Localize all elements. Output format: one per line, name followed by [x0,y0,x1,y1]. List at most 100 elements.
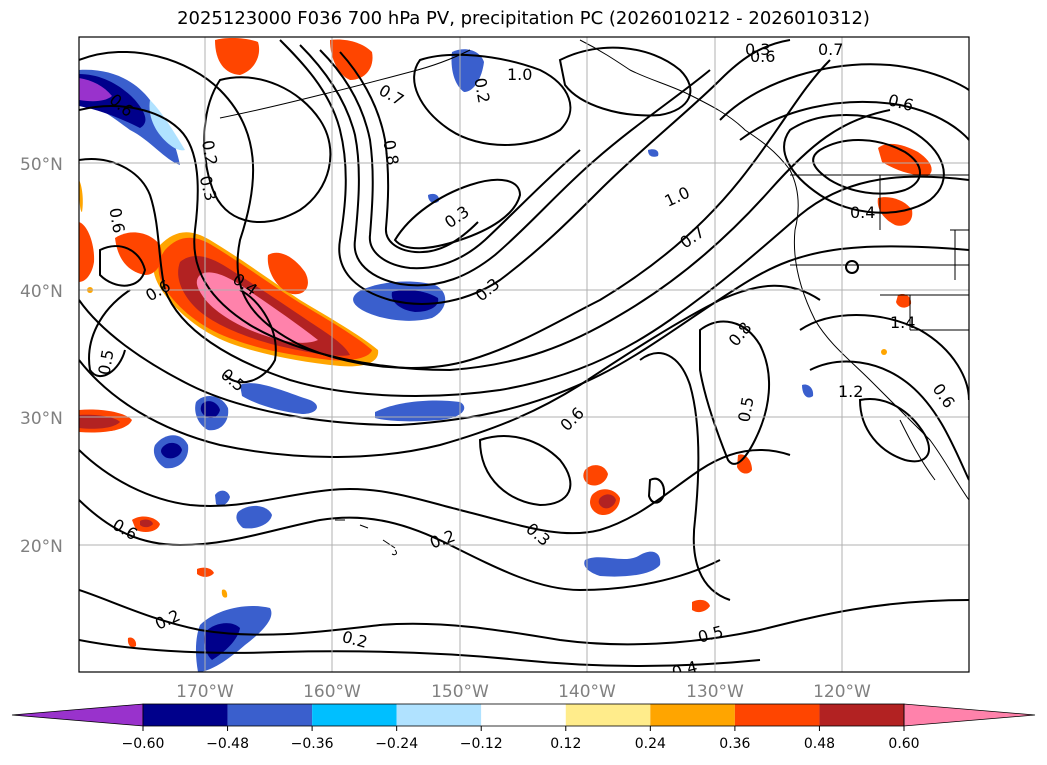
precip-negative-area [149,100,185,151]
colorbar-extend-min [11,703,144,727]
colorbar-segment [650,704,735,726]
pv-contour [79,284,821,458]
pv-contour [413,53,572,146]
precip-negative-area [236,505,272,529]
lat-label: 40°N [20,282,63,302]
colorbar-tick-label: 0.48 [804,736,835,752]
contour-label: 1.4 [890,313,915,332]
colorbar-tick-label: 0.36 [719,736,750,752]
pv-contour [639,352,731,601]
pv-contour [79,105,891,372]
precip-positive-area [896,294,912,308]
precip-negative-area [200,401,220,418]
hawaii-islands [335,519,397,556]
pv-contour [719,63,969,121]
precip-positive-area [330,39,373,80]
colorbar-segment [481,704,566,726]
plot-area [79,37,969,672]
precip-negative-area [802,384,814,398]
colorbar-segment [396,704,482,726]
pv-contour [809,360,969,481]
precip-positive-area [221,589,228,598]
colorbar-tick-label: 0.12 [550,736,581,752]
contour-label: 0.6 [750,47,775,66]
contour-label: 0.3 [745,40,770,59]
colorbar-tick-label: −0.24 [375,736,418,752]
pv-contour [79,589,969,646]
lat-label: 50°N [20,155,63,175]
pv-contour [299,44,711,287]
precip-negative-area [161,442,182,459]
pv-contour [88,289,131,378]
contour-label: 0.6 [105,206,128,234]
colorbar-segment [565,704,651,726]
colorbar-segment [143,704,228,726]
lon-label: 170°W [176,682,234,702]
contour-label: 0.8 [379,138,402,166]
colorbar: −0.60 −0.48 −0.36 −0.24 −0.12 0.12 0.24 0.36 0.4… [11,703,1036,752]
alaska-coastline [579,39,799,231]
pv-contour [647,477,666,504]
colorbar-tick-label: −0.36 [291,736,334,752]
colorbar-segment [819,704,904,726]
us-west-coast [793,229,969,501]
coastlines [219,39,969,556]
lon-label: 120°W [813,682,871,702]
colorbar-tick-label: 0.24 [635,736,666,752]
contour-label: 0.2 [470,76,493,104]
precip-negative-area [584,551,661,577]
pv-contour [79,245,969,427]
contour-label: 1.0 [507,65,532,84]
plot-frame [78,36,970,673]
map-title: 2025123000 F036 700 hPa PV, precipitatio… [177,8,870,29]
pv-contour [739,100,969,141]
precip-positive-area [881,349,887,355]
precip-positive-area [583,465,608,486]
precip-positive-area [737,454,752,474]
lat-label: 20°N [20,537,63,557]
lon-label: 140°W [558,682,616,702]
longitude-labels: 170°W 160°W 150°W 140°W 130°W 120°W [176,682,871,702]
pv-contour [858,398,930,463]
pv-contours [79,39,969,667]
baja-coast [899,419,936,481]
pv-contour [393,178,522,250]
pv-contour [339,51,479,254]
contour-label: 1.2 [838,382,863,401]
pv-contour [478,435,572,507]
pv-contour [79,639,761,667]
aleutian-islands [219,49,471,119]
pv-contour [79,158,969,397]
precip-negative-area [375,400,465,422]
precip-negative-area [240,383,317,414]
pv-contour [699,320,770,465]
precip-negative-area [391,290,439,312]
lon-label: 130°W [686,682,744,702]
precip-positive-area [267,252,308,295]
precip-positive-area [598,494,616,509]
colorbar-tick-label: −0.60 [122,736,165,752]
pv-contour [279,39,791,305]
contour-label: 0.2 [198,139,221,167]
lat-label: 30°N [20,409,63,429]
colorbar-outline [142,703,905,727]
colorbar-tick-label: −0.48 [206,736,249,752]
pv-contour [845,260,859,274]
colorbar-tick-label: 0.60 [888,736,919,752]
lon-label: 150°W [431,682,489,702]
colorbar-tick-label: −0.12 [460,736,503,752]
pv-contour [224,289,277,384]
precip-positive-area [127,637,137,648]
precip-positive-area [215,37,260,75]
pv-contour [99,245,147,287]
pv-contour [319,49,581,270]
precip-positive-area [140,519,153,528]
pv-contour [783,114,945,214]
contour-label: 0.5 [94,348,117,376]
contour-label: 0.7 [818,40,843,59]
colorbar-segment [734,704,820,726]
colorbar-segments [11,703,1036,727]
lon-label: 160°W [303,682,361,702]
colorbar-segment [227,704,313,726]
